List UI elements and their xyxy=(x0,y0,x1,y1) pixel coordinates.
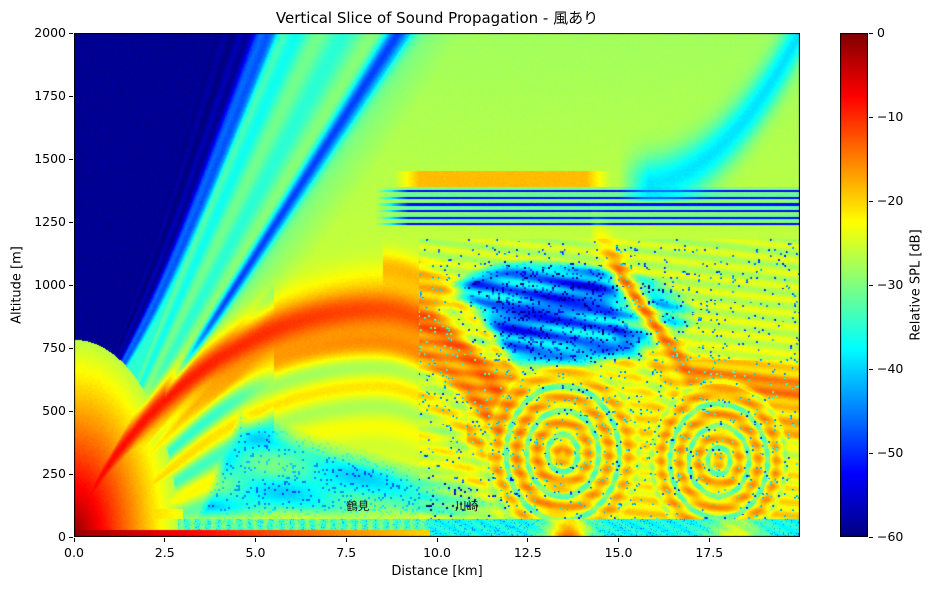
colorbar-tick-label: −60 xyxy=(877,529,904,544)
x-tick-mark xyxy=(164,538,166,542)
y-tick-mark xyxy=(69,95,73,97)
y-tick-mark xyxy=(69,284,73,286)
y-tick-label: 1250 xyxy=(34,214,66,229)
y-tick-label: 250 xyxy=(42,466,66,481)
x-axis-label: Distance [km] xyxy=(391,564,483,579)
y-tick-mark xyxy=(69,158,73,160)
y-tick-mark xyxy=(69,410,73,412)
y-tick-mark xyxy=(69,473,73,475)
colorbar-tick-mark xyxy=(869,368,873,370)
colorbar-tick-label: −10 xyxy=(877,109,904,124)
colorbar-tick-mark xyxy=(869,200,873,202)
y-tick-label: 1000 xyxy=(34,277,66,292)
x-tick-label: 5.0 xyxy=(245,545,266,560)
y-tick-label: 750 xyxy=(42,340,66,355)
chart-title: Vertical Slice of Sound Propagation - 風あ… xyxy=(275,9,599,27)
y-tick-label: 500 xyxy=(42,403,66,418)
colorbar-tick-label: −30 xyxy=(877,277,904,292)
x-tick-mark xyxy=(73,538,75,542)
y-tick-mark xyxy=(69,32,73,34)
x-tick-label: 7.5 xyxy=(336,545,357,560)
heatmap-canvas xyxy=(74,33,800,537)
colorbar-tick-label: −40 xyxy=(877,361,904,376)
x-tick-label: 2.5 xyxy=(154,545,175,560)
y-tick-mark xyxy=(69,221,73,223)
x-tick-label: 12.5 xyxy=(513,545,542,560)
x-tick-label: 10.0 xyxy=(423,545,451,560)
colorbar-tick-label: −50 xyxy=(877,445,904,460)
map-annotation: 川崎 xyxy=(455,498,479,513)
x-tick-mark xyxy=(255,538,256,542)
y-tick-label: 0 xyxy=(58,529,66,544)
y-tick-mark xyxy=(69,536,73,538)
map-annotation: 鶴見 xyxy=(346,498,370,513)
x-tick-label: 15.0 xyxy=(604,545,633,560)
x-tick-mark xyxy=(436,538,438,542)
colorbar-tick-mark xyxy=(869,284,873,286)
colorbar-tick-mark xyxy=(869,116,873,118)
y-tick-label: 1750 xyxy=(34,88,66,103)
x-tick-label: 17.5 xyxy=(695,545,724,560)
y-tick-mark xyxy=(69,347,73,349)
x-tick-mark xyxy=(345,538,347,542)
colorbar-tick-mark xyxy=(869,452,873,454)
y-tick-label: 1500 xyxy=(34,151,66,166)
x-tick-mark xyxy=(708,538,710,542)
y-tick-label: 2000 xyxy=(34,25,66,40)
colorbar-tick-mark xyxy=(869,32,873,34)
colorbar-tick-label: 0 xyxy=(877,25,885,40)
x-tick-label: 0.0 xyxy=(64,545,84,560)
colorbar-tick-mark xyxy=(869,536,873,538)
colorbar-canvas xyxy=(840,33,868,537)
x-tick-mark xyxy=(618,538,619,542)
colorbar-tick-label: −20 xyxy=(877,193,904,208)
x-tick-mark xyxy=(527,538,529,542)
